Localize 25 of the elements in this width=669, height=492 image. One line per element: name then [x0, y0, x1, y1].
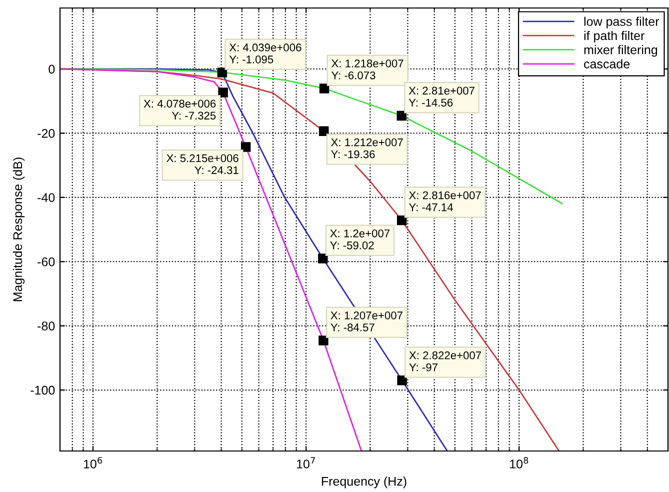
x-axis-title: Frequency (Hz) — [322, 476, 406, 488]
legend-label: if path filter — [584, 30, 644, 43]
legend-label: mixer filtering — [584, 45, 658, 57]
y-tick-label: -60 — [38, 257, 55, 266]
y-tick-label: -100 — [30, 386, 55, 395]
y-tick-label: -80 — [38, 322, 55, 330]
x-tick-label: 10$^{6}$ — [84, 457, 102, 468]
annotation: X: 1.2e+007 Y: -59.02 — [330, 229, 390, 250]
annotation: X: 1.212e+007 Y: -19.36 — [331, 138, 403, 158]
annotation: X: 2.81e+007 Y: -14.56 — [408, 86, 474, 107]
annotation: X: 5.215e+006 Y: -24.31 — [166, 154, 238, 174]
y-axis-title: Magnitude Response (dB) — [12, 158, 25, 302]
annotation: X: 1.207e+007 Y: -84.57 — [330, 312, 402, 332]
x-tick-label: 10$^{8}$ — [510, 457, 528, 468]
annotation: X: 2.822e+007 Y: -97 — [409, 351, 482, 372]
annotation: X: 4.039e+006 Y: -1.095 — [229, 44, 302, 64]
legend-label: low pass filter — [584, 16, 660, 28]
y-tick-label: -40 — [38, 193, 55, 202]
annotation: X: 4.078e+006 Y: -7.325 — [144, 100, 216, 120]
annotation: X: 2.816e+007 Y: -47.14 — [409, 191, 481, 212]
y-tick-label: 0 — [48, 64, 55, 74]
annotation: X: 1.218e+007 Y: -6.073 — [331, 60, 404, 80]
legend-label: cascade — [584, 59, 630, 68]
y-tick-label: -20 — [38, 128, 55, 138]
x-tick-label: 10$^{7}$ — [297, 457, 315, 468]
